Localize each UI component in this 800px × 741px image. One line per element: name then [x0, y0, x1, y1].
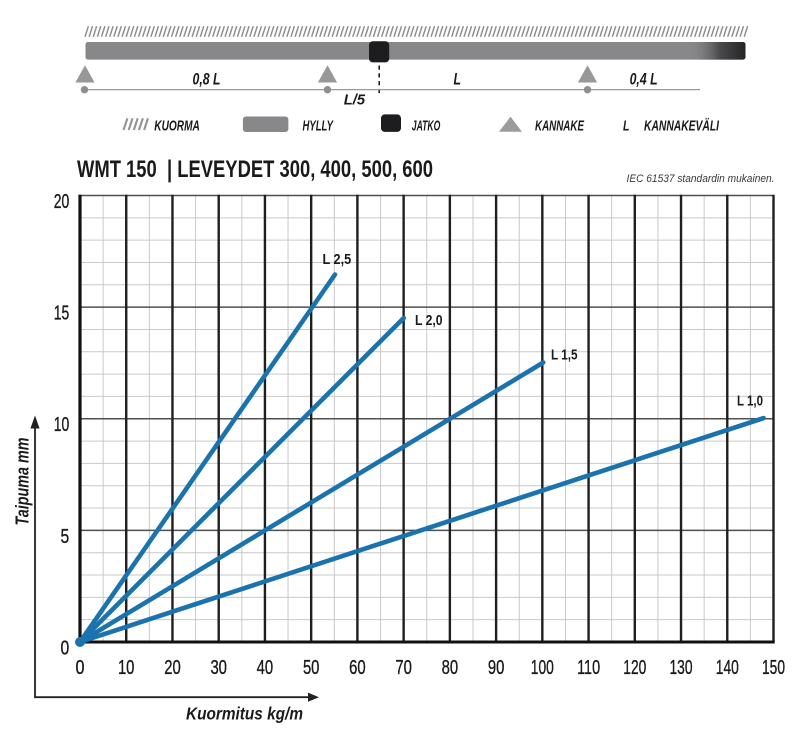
svg-text:10: 10 — [54, 414, 70, 436]
svg-text:L 2,0: L 2,0 — [415, 313, 443, 329]
svg-text:HYLLY: HYLLY — [303, 117, 335, 134]
svg-text:150: 150 — [762, 656, 785, 679]
svg-text:JATKO: JATKO — [412, 117, 441, 134]
svg-text:L: L — [623, 117, 630, 134]
svg-text:20: 20 — [164, 656, 181, 679]
svg-text:80: 80 — [442, 656, 459, 679]
svg-text:10: 10 — [118, 656, 135, 679]
svg-text:70: 70 — [395, 656, 412, 679]
svg-text:IEC 61537 standardin mukainen.: IEC 61537 standardin mukainen. — [627, 173, 775, 185]
svg-text:Kuormitus kg/m: Kuormitus kg/m — [186, 704, 303, 724]
svg-text:KANNAKE: KANNAKE — [535, 117, 585, 134]
svg-text:100: 100 — [531, 656, 554, 679]
svg-text:Taipuma mm: Taipuma mm — [13, 438, 33, 526]
svg-text:60: 60 — [349, 656, 366, 679]
svg-text:40: 40 — [257, 656, 274, 679]
svg-text:L 2,5: L 2,5 — [323, 252, 352, 268]
svg-text:KANNAKEVÄLI: KANNAKEVÄLI — [644, 117, 720, 134]
svg-text:L: L — [453, 69, 461, 88]
svg-text:L 1,5: L 1,5 — [551, 348, 578, 364]
svg-text:20: 20 — [54, 191, 70, 213]
svg-text:L/5: L/5 — [344, 93, 366, 109]
svg-text:140: 140 — [716, 656, 739, 679]
svg-text:KUORMA: KUORMA — [154, 117, 200, 134]
svg-text:5: 5 — [61, 526, 70, 548]
svg-text:90: 90 — [488, 656, 505, 679]
svg-text:L 1,0: L 1,0 — [737, 394, 763, 410]
svg-text:50: 50 — [303, 656, 320, 679]
svg-text:120: 120 — [623, 656, 646, 679]
svg-text:WMT 150 | LEVEYDET 300, 400,: WMT 150 | LEVEYDET 300, 400, 500, 600 — [77, 156, 433, 183]
svg-text:110: 110 — [577, 656, 600, 679]
svg-text:0,4 L: 0,4 L — [630, 69, 658, 88]
svg-text:30: 30 — [210, 656, 227, 679]
svg-text:0: 0 — [76, 656, 85, 679]
svg-text:0: 0 — [61, 637, 70, 659]
svg-text:15: 15 — [54, 303, 70, 325]
svg-text:0,8 L: 0,8 L — [193, 69, 221, 88]
svg-text:130: 130 — [670, 656, 693, 679]
